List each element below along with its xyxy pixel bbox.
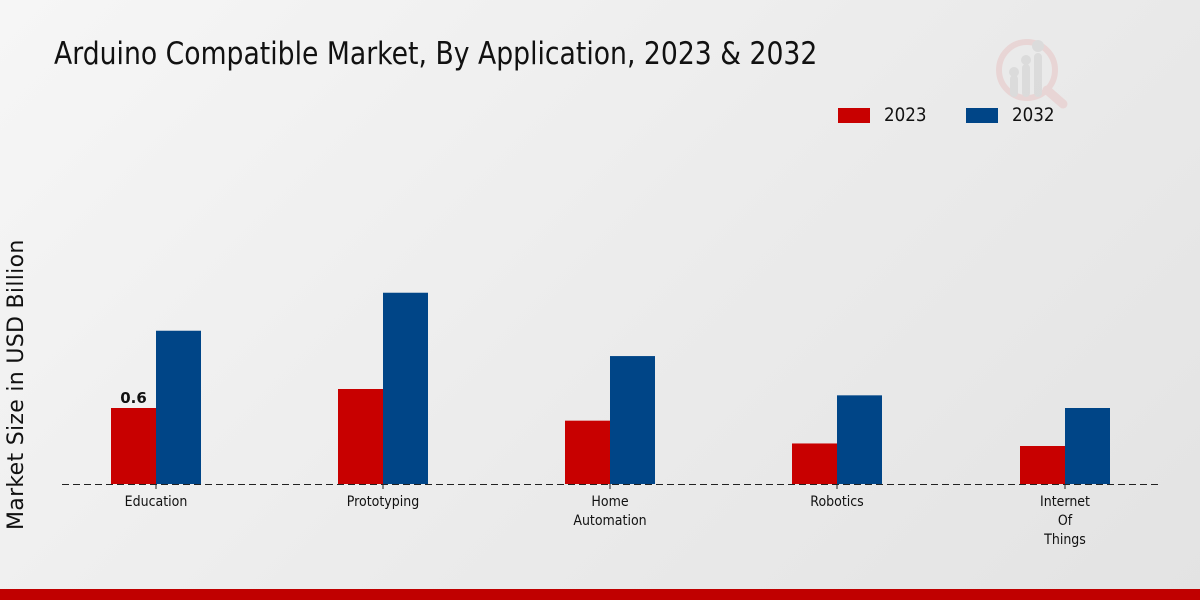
data-label: 0.6 xyxy=(120,389,147,407)
x-tick-label: Education xyxy=(125,494,188,510)
legend-label-2032: 2032 xyxy=(1012,104,1055,126)
x-tick-label: Internet Of Things xyxy=(1040,494,1090,548)
x-tick-label: Robotics xyxy=(810,494,864,510)
legend: 2023 2032 xyxy=(838,104,1095,126)
legend-label-2023: 2023 xyxy=(884,104,927,126)
chart-title: Arduino Compatible Market, By Applicatio… xyxy=(54,36,818,72)
bar-2032-prototyping xyxy=(383,292,428,484)
bar-2023-internet-of-things xyxy=(1020,446,1065,484)
bar-2023-home-automation xyxy=(565,420,610,484)
legend-item-2023: 2023 xyxy=(838,104,932,126)
x-tick-label: Prototyping xyxy=(347,494,419,510)
bar-2032-robotics xyxy=(837,395,882,484)
bar-2032-internet-of-things xyxy=(1065,408,1110,484)
bar-2023-prototyping xyxy=(338,389,383,484)
legend-item-2032: 2032 xyxy=(966,104,1060,126)
legend-swatch-2032 xyxy=(966,107,999,123)
footer-bar xyxy=(0,589,1200,600)
x-tick-label: Home Automation xyxy=(573,494,646,529)
bar-2032-education xyxy=(156,330,201,484)
bar-2032-home-automation xyxy=(610,356,655,484)
bar-2023-robotics xyxy=(792,443,837,484)
bar-2023-education xyxy=(111,408,156,484)
watermark-logo-icon xyxy=(996,39,1068,109)
legend-swatch-2023 xyxy=(838,107,870,123)
